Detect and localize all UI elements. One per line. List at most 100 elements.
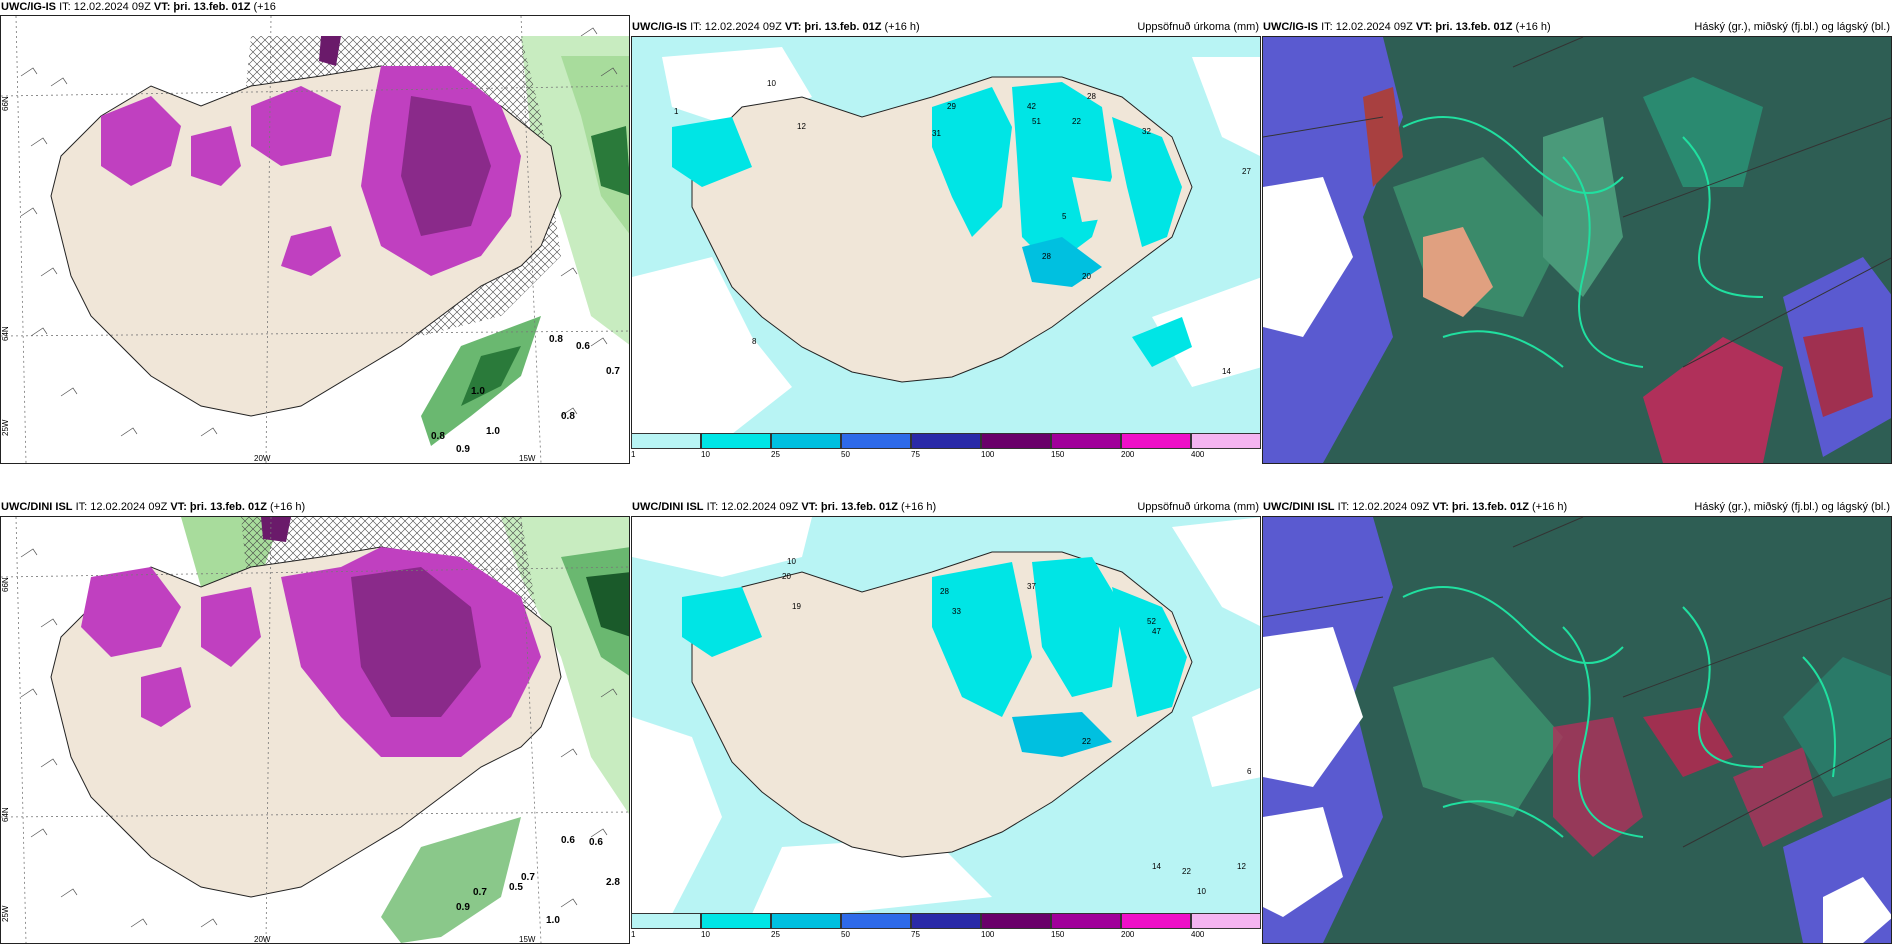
lon-label: 15W: [519, 454, 536, 463]
map-accumulated-precip: 10 1 12 29 42 51 31 28 22 32 27 5 14 8 2…: [631, 36, 1261, 435]
colorbar-label: 200: [1121, 450, 1135, 459]
wind-label: 1.0: [546, 915, 560, 926]
panel-bot-left: UWC/DINI ISL IT: 12.02.2024 09Z VT: þri.…: [0, 485, 630, 945]
valid-time: VT: þri. 13.feb. 01Z: [170, 501, 267, 513]
lat-label: 66N: [1, 577, 10, 592]
panel-title: UWC/IG-IS IT: 12.02.2024 09Z VT: þri. 13…: [1263, 20, 1890, 34]
model-name: UWC/DINI ISL: [632, 501, 704, 513]
colorbar-label: 200: [1121, 930, 1135, 939]
colorbar-label: 1: [631, 450, 636, 459]
map-precip-type: 0.6 0.6 0.7 0.5 0.7 0.9 1.0 2.8 20W 15W …: [0, 516, 630, 944]
panel-title: UWC/DINI ISL IT: 12.02.2024 09Z VT: þri.…: [1, 500, 628, 514]
lat-label: 64N: [1, 326, 10, 341]
wind-label: 0.9: [456, 902, 470, 913]
wind-label: 1.0: [471, 386, 485, 397]
wind-label: 0.6: [589, 837, 603, 848]
precip-value: 33: [952, 607, 961, 616]
wind-label: 0.8: [549, 334, 563, 345]
precip-value: 10: [787, 557, 796, 566]
colorbar-label: 400: [1191, 450, 1205, 459]
precip-value: 52: [1147, 617, 1156, 626]
valid-time: VT: þri. 13.feb. 01Z: [1432, 501, 1529, 513]
lon-label: 20W: [254, 935, 271, 944]
wind-label: 0.7: [521, 872, 535, 883]
init-time: IT: 12.02.2024 09Z: [1321, 21, 1413, 33]
wind-label: 0.7: [606, 366, 620, 377]
lead-time: (+16 h): [1532, 501, 1568, 513]
colorbar-label: 1: [631, 930, 636, 939]
map-clouds: [1262, 36, 1892, 464]
panel-top-left: UWC/IG-IS IT: 12.02.2024 09Z VT: þri. 13…: [0, 0, 630, 464]
lon-label: 25W: [1, 419, 10, 436]
lat-label: 64N: [1, 807, 10, 822]
wind-label: 0.8: [561, 411, 575, 422]
field-name: Uppsöfnuð úrkoma (mm): [1137, 21, 1259, 33]
lon-label: 15W: [519, 935, 536, 944]
precip-value: 28: [1042, 252, 1051, 261]
wind-label: 2.8: [606, 877, 620, 888]
precip-value: 29: [947, 102, 956, 111]
lat-label: 66N: [1, 96, 10, 111]
colorbar-label: 25: [771, 450, 780, 459]
model-name: UWC/IG-IS: [632, 21, 687, 33]
valid-time: VT: þri. 13.feb. 01Z: [153, 1, 251, 13]
colorbar-label: 10: [701, 930, 710, 939]
lead-time: (+16 h): [270, 501, 306, 513]
precip-value: 12: [797, 122, 806, 131]
panel-bot-right: UWC/DINI ISL IT: 12.02.2024 09Z VT: þri.…: [1262, 485, 1892, 945]
precip-colorbar: 1 10 25 50 75 100 150 200 400: [631, 913, 1261, 941]
init-time: IT: 12.02.2024 09Z: [706, 501, 799, 513]
init-time: IT: 12.02.2024 09Z: [1337, 501, 1430, 513]
precip-value: 27: [1242, 167, 1251, 176]
wind-label: 1.0: [486, 426, 500, 437]
panel-title: UWC/DINI ISL IT: 12.02.2024 09Z VT: þri.…: [632, 500, 1259, 514]
precip-value: 1: [674, 107, 679, 116]
precip-value: 28: [940, 587, 949, 596]
precip-value: 42: [1027, 102, 1036, 111]
lead-time: (+16 h): [1515, 21, 1551, 33]
colorbar-label: 400: [1191, 930, 1205, 939]
wind-label: 0.5: [509, 882, 523, 893]
colorbar-label: 100: [981, 450, 995, 459]
precip-value: 20: [782, 572, 791, 581]
wind-label: 0.6: [576, 341, 590, 352]
precip-value: 22: [1082, 737, 1091, 746]
precip-value: 22: [1072, 117, 1081, 126]
valid-time: VT: þri. 13.feb. 01Z: [784, 21, 882, 33]
lon-label: 25W: [1, 905, 10, 922]
field-name: Háský (gr.), miðský (fj.bl.) og lágský (…: [1694, 21, 1890, 33]
model-name: UWC/IG-IS: [1, 1, 56, 13]
model-name: UWC/DINI ISL: [1263, 501, 1335, 513]
precip-value: 14: [1152, 862, 1161, 871]
precip-value: 47: [1152, 627, 1161, 636]
init-time: IT: 12.02.2024 09Z: [75, 501, 168, 513]
lead-time: (+16 h): [884, 21, 920, 33]
map-precip-type: 0.8 0.6 0.7 1.0 0.8 1.0 0.8 0.9 20W 15W …: [0, 15, 630, 464]
colorbar-label: 100: [981, 930, 995, 939]
colorbar-label: 150: [1051, 930, 1065, 939]
lead-time: (+16: [253, 1, 276, 13]
wind-label: 0.7: [473, 887, 487, 898]
colorbar-label: 50: [841, 930, 850, 939]
map-clouds: [1262, 516, 1892, 944]
precip-value: 8: [752, 337, 757, 346]
colorbar-label: 10: [701, 450, 710, 459]
model-name: UWC/DINI ISL: [1, 501, 73, 513]
precip-value: 6: [1247, 767, 1252, 776]
panel-title: UWC/IG-IS IT: 12.02.2024 09Z VT: þri. 13…: [1, 0, 628, 14]
colorbar-label: 75: [911, 930, 920, 939]
field-name: Uppsöfnuð úrkoma (mm): [1137, 501, 1259, 513]
field-name: Háský (gr.), miðský (fj.bl.) og lágský (…: [1694, 501, 1890, 513]
colorbar-label: 150: [1051, 450, 1065, 459]
colorbar-label: 50: [841, 450, 850, 459]
wind-label: 0.9: [456, 444, 470, 455]
precip-value: 31: [932, 129, 941, 138]
precip-value: 32: [1142, 127, 1151, 136]
precip-value: 20: [1082, 272, 1091, 281]
init-time: IT: 12.02.2024 09Z: [690, 21, 782, 33]
valid-time: VT: þri. 13.feb. 01Z: [801, 501, 898, 513]
precip-value: 12: [1237, 862, 1246, 871]
map-accumulated-precip: 10 20 19 28 33 37 47 52 22 6 14 22 12 10: [631, 516, 1261, 915]
wind-label: 0.6: [561, 835, 575, 846]
precip-value: 22: [1182, 867, 1191, 876]
